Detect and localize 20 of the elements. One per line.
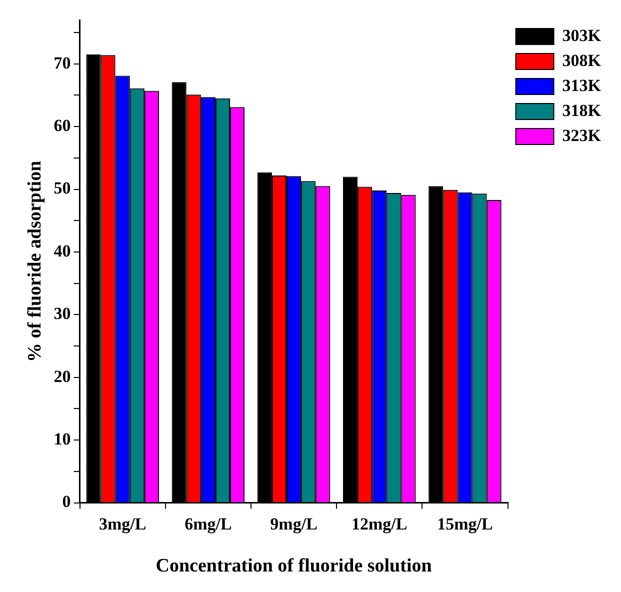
legend-label: 318K xyxy=(562,100,602,120)
legend-label: 313K xyxy=(562,76,602,95)
x-tick-label: 15mg/L xyxy=(437,514,493,534)
legend-label: 303K xyxy=(562,26,602,45)
x-tick-label: 9mg/L xyxy=(270,514,318,534)
y-tick-label: 70 xyxy=(54,53,71,72)
x-tick-label: 3mg/L xyxy=(98,514,146,534)
y-axis-title: % of fluoride adsorption xyxy=(24,160,46,362)
y-tick-label: 50 xyxy=(54,178,71,198)
y-tick-label: 40 xyxy=(54,241,71,260)
y-tick-label: 0 xyxy=(62,492,71,512)
y-tick-label: 20 xyxy=(54,366,71,386)
y-tick-label: 30 xyxy=(54,304,71,324)
y-tick-label: 60 xyxy=(54,116,71,135)
legend-label: 323K xyxy=(562,126,602,145)
x-axis-title: Concentration of fluoride solution xyxy=(156,556,432,577)
x-tick-label: 6mg/L xyxy=(184,514,232,534)
x-tick-label: 12mg/L xyxy=(352,514,408,534)
y-tick-label: 10 xyxy=(54,429,71,448)
legend-label: 308K xyxy=(562,50,602,70)
